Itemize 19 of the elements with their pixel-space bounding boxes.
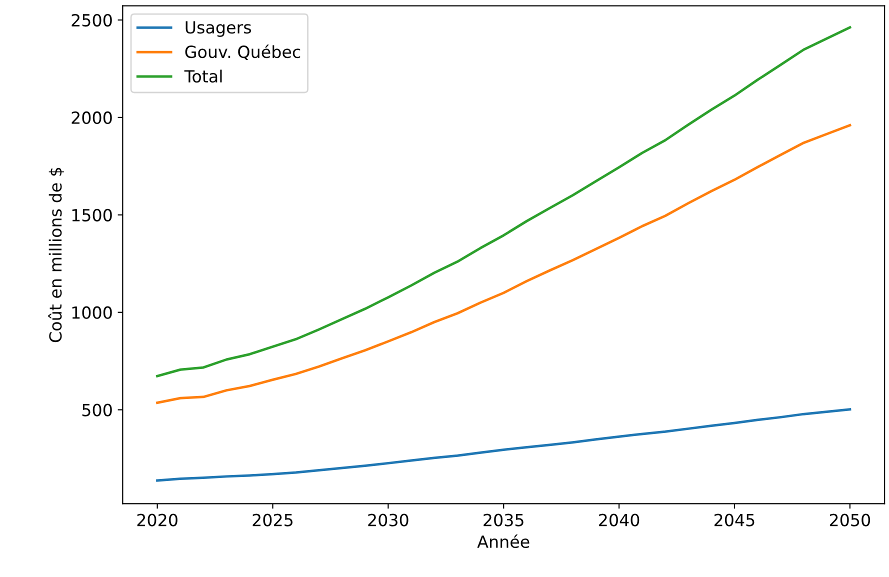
y-tick-label: 1000 bbox=[72, 306, 112, 319]
y-tick-label: 1500 bbox=[72, 208, 112, 222]
line-series bbox=[156, 408, 852, 482]
y-tick-label: 2000 bbox=[72, 111, 112, 124]
y-tick-label: 500 bbox=[82, 404, 112, 416]
x-tick-label: 2030 bbox=[368, 514, 408, 526]
x-tick-label: 2025 bbox=[252, 514, 292, 526]
line-series bbox=[156, 124, 852, 404]
x-tick-label: 2035 bbox=[484, 514, 524, 526]
x-tick-label: 2020 bbox=[137, 514, 178, 526]
y-axis-title: Coût en millions de $ bbox=[48, 168, 64, 342]
x-tick-label: 2045 bbox=[714, 514, 754, 526]
y-tick-label: 2500 bbox=[72, 14, 112, 27]
x-tick-label: 2050 bbox=[830, 514, 870, 526]
x-tick-label: 2040 bbox=[599, 514, 640, 526]
x-axis-title: Année bbox=[477, 534, 530, 548]
legend-label: Gouv. Québec bbox=[185, 44, 300, 60]
legend-label: Usagers bbox=[186, 21, 251, 37]
legend-label: Total bbox=[184, 70, 222, 83]
